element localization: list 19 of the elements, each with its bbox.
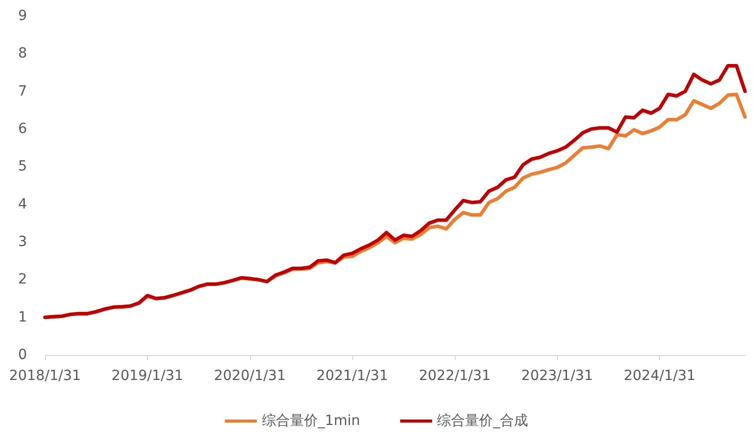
y-tick-label: 7: [18, 83, 27, 100]
y-tick-label: 9: [18, 8, 27, 24]
x-tick-label: 2018/1/31: [9, 368, 81, 384]
y-tick-label: 8: [18, 46, 27, 62]
x-tick-label: 2022/1/31: [418, 368, 491, 384]
x-tick-label: 2024/1/31: [624, 368, 696, 384]
y-tick-label: 0: [18, 347, 27, 363]
y-tick-label: 2: [18, 272, 27, 288]
y-tick-label: 6: [18, 121, 28, 137]
x-tick-label: 2023/1/31: [521, 368, 594, 384]
y-tick-label: 5: [18, 158, 27, 175]
y-tick-label: 1: [18, 309, 27, 326]
legend-label: 综合量价_合成: [437, 413, 528, 429]
x-tick-label: 2019/1/31: [112, 368, 184, 384]
x-tick-label: 2021/1/31: [316, 368, 388, 384]
y-tick-label: 3: [18, 234, 27, 250]
x-tick-label: 2020/1/31: [214, 368, 286, 384]
legend-label: 综合量价_1min: [262, 413, 360, 429]
y-tick-label: 4: [18, 196, 28, 212]
